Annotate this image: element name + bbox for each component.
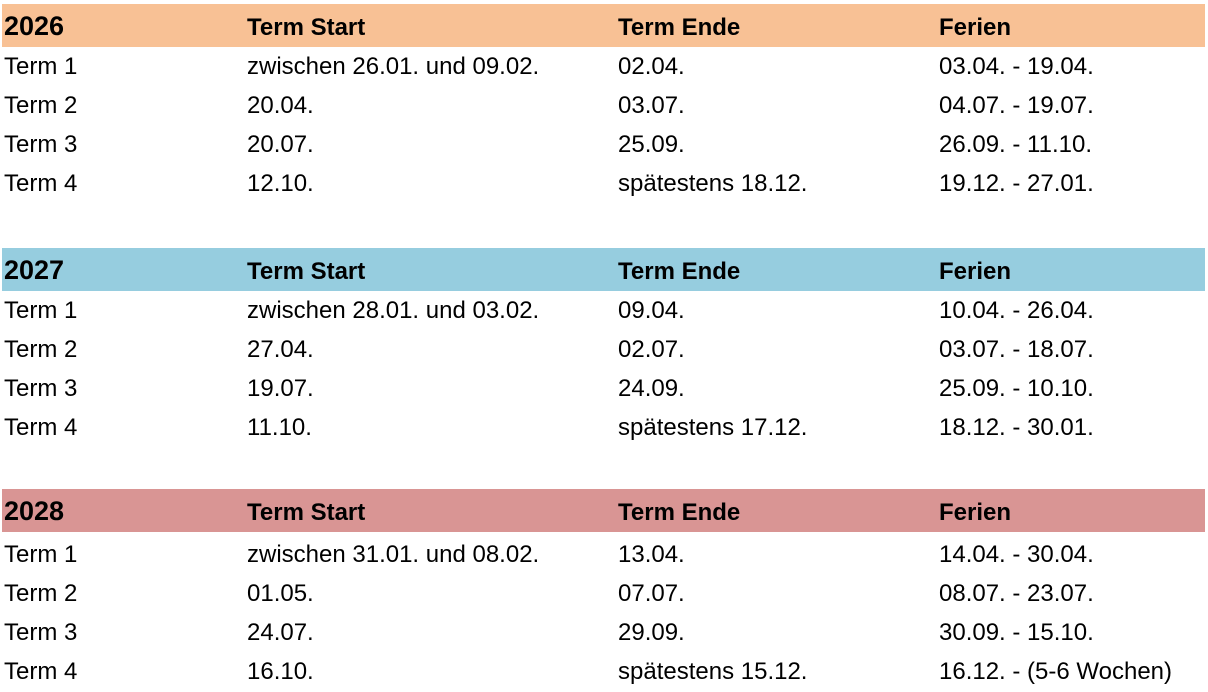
year-block-2028: 2028 Term Start Term Ende Ferien Term 1 … [0, 489, 1208, 691]
table-row: Term 4 12.10. spätestens 18.12. 19.12. -… [0, 164, 1208, 203]
holidays: 10.04. - 26.04. [939, 297, 1094, 324]
holidays: 14.04. - 30.04. [939, 541, 1094, 568]
table-row: Term 1 zwischen 28.01. und 03.02. 09.04.… [0, 291, 1208, 330]
holidays: 03.07. - 18.07. [939, 336, 1094, 363]
term-name: Term 2 [4, 580, 78, 607]
table-row: Term 3 24.07. 29.09. 30.09. - 15.10. [0, 613, 1208, 652]
term-end: 02.07. [618, 336, 685, 363]
holidays: 08.07. - 23.07. [939, 580, 1094, 607]
term-name: Term 1 [4, 541, 78, 568]
term-start: 01.05. [247, 580, 314, 607]
term-start: 16.10. [247, 658, 314, 685]
header-row-2027: 2027 Term Start Term Ende Ferien [2, 248, 1205, 291]
holidays: 18.12. - 30.01. [939, 414, 1094, 441]
column-header-term-start: Term Start [247, 499, 366, 526]
term-name: Term 4 [4, 170, 78, 197]
term-start: 24.07. [247, 619, 314, 646]
table-row: Term 4 16.10. spätestens 15.12. 16.12. -… [0, 652, 1208, 691]
term-end: 07.07. [618, 580, 685, 607]
year-label: 2026 [4, 11, 65, 41]
header-row-2026: 2026 Term Start Term Ende Ferien [2, 4, 1205, 47]
term-end: spätestens 15.12. [618, 658, 808, 685]
header-row-2028: 2028 Term Start Term Ende Ferien [2, 489, 1205, 532]
term-name: Term 2 [4, 336, 78, 363]
holidays: 19.12. - 27.01. [939, 170, 1094, 197]
term-start: 12.10. [247, 170, 314, 197]
year-label: 2028 [4, 496, 65, 526]
term-start: zwischen 26.01. und 09.02. [247, 53, 540, 80]
term-start: zwischen 31.01. und 08.02. [247, 541, 540, 568]
column-header-holidays: Ferien [939, 499, 1012, 526]
term-start: zwischen 28.01. und 03.02. [247, 297, 540, 324]
holidays: 25.09. - 10.10. [939, 375, 1094, 402]
term-start: 19.07. [247, 375, 314, 402]
table-row: Term 3 20.07. 25.09. 26.09. - 11.10. [0, 125, 1208, 164]
holidays: 30.09. - 15.10. [939, 619, 1094, 646]
term-name: Term 4 [4, 658, 78, 685]
table-row: Term 3 19.07. 24.09. 25.09. - 10.10. [0, 369, 1208, 408]
year-block-2027: 2027 Term Start Term Ende Ferien Term 1 … [0, 248, 1208, 447]
term-name: Term 3 [4, 375, 78, 402]
column-header-term-end: Term Ende [618, 258, 741, 285]
term-start: 27.04. [247, 336, 314, 363]
table-row: Term 2 20.04. 03.07. 04.07. - 19.07. [0, 86, 1208, 125]
term-name: Term 3 [4, 619, 78, 646]
term-end: 02.04. [618, 53, 685, 80]
term-end: 25.09. [618, 131, 685, 158]
table-row: Term 2 01.05. 07.07. 08.07. - 23.07. [0, 574, 1208, 613]
term-start: 20.04. [247, 92, 314, 119]
term-end: 09.04. [618, 297, 685, 324]
column-header-term-end: Term Ende [618, 499, 741, 526]
term-end: spätestens 17.12. [618, 414, 808, 441]
term-end: 03.07. [618, 92, 685, 119]
table-row: Term 2 27.04. 02.07. 03.07. - 18.07. [0, 330, 1208, 369]
term-end: 29.09. [618, 619, 685, 646]
column-header-term-start: Term Start [247, 258, 366, 285]
holidays: 16.12. - (5-6 Wochen) [939, 658, 1173, 685]
term-end: 24.09. [618, 375, 685, 402]
column-header-term-start: Term Start [247, 14, 366, 41]
term-name: Term 2 [4, 92, 78, 119]
table-row: Term 1 zwischen 26.01. und 09.02. 02.04.… [0, 47, 1208, 86]
term-end: 13.04. [618, 541, 685, 568]
holidays: 04.07. - 19.07. [939, 92, 1094, 119]
column-header-term-end: Term Ende [618, 14, 741, 41]
term-name: Term 1 [4, 53, 78, 80]
term-end: spätestens 18.12. [618, 170, 808, 197]
holidays: 03.04. - 19.04. [939, 53, 1094, 80]
column-header-holidays: Ferien [939, 258, 1012, 285]
term-name: Term 3 [4, 131, 78, 158]
term-start: 20.07. [247, 131, 314, 158]
column-header-holidays: Ferien [939, 14, 1012, 41]
year-label: 2027 [4, 255, 65, 285]
year-block-2026: 2026 Term Start Term Ende Ferien Term 1 … [0, 4, 1208, 203]
term-name: Term 4 [4, 414, 78, 441]
holidays: 26.09. - 11.10. [939, 131, 1092, 158]
term-name: Term 1 [4, 297, 78, 324]
term-start: 11.10. [247, 414, 312, 441]
table-row: Term 1 zwischen 31.01. und 08.02. 13.04.… [0, 535, 1208, 574]
table-row: Term 4 11.10. spätestens 17.12. 18.12. -… [0, 408, 1208, 447]
